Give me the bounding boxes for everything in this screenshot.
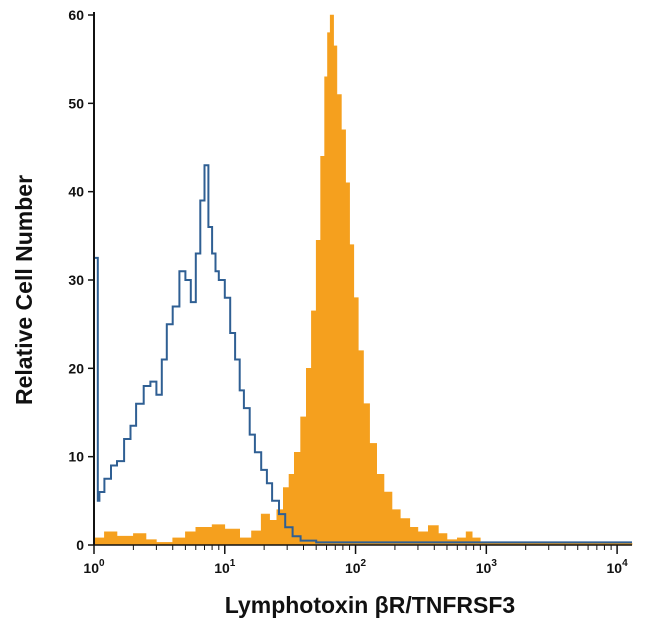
x-tick-label: 100 xyxy=(83,558,105,576)
tick-labels: 0 10 20 30 40 50 60 100 101 102 103 104 xyxy=(68,7,628,576)
histogram-filled-series xyxy=(93,14,633,546)
y-tick-label: 0 xyxy=(76,537,84,553)
x-axis-label: Lymphotoxin βR/TNFRSF3 xyxy=(225,592,515,618)
x-tick-label: 101 xyxy=(214,558,236,576)
y-axis-label: Relative Cell Number xyxy=(11,175,37,405)
axes xyxy=(88,12,632,554)
x-tick-label: 104 xyxy=(607,558,629,576)
x-tick-label: 102 xyxy=(345,558,367,576)
plot-area xyxy=(93,14,633,546)
y-tick-label: 60 xyxy=(68,7,84,23)
x-tick-label: 103 xyxy=(476,558,498,576)
y-tick-label: 20 xyxy=(68,360,84,376)
y-tick-label: 40 xyxy=(68,184,84,200)
histogram-outline-series xyxy=(93,164,632,545)
y-tick-label: 10 xyxy=(68,449,84,465)
y-tick-label: 30 xyxy=(68,272,84,288)
y-tick-label: 50 xyxy=(68,95,84,111)
